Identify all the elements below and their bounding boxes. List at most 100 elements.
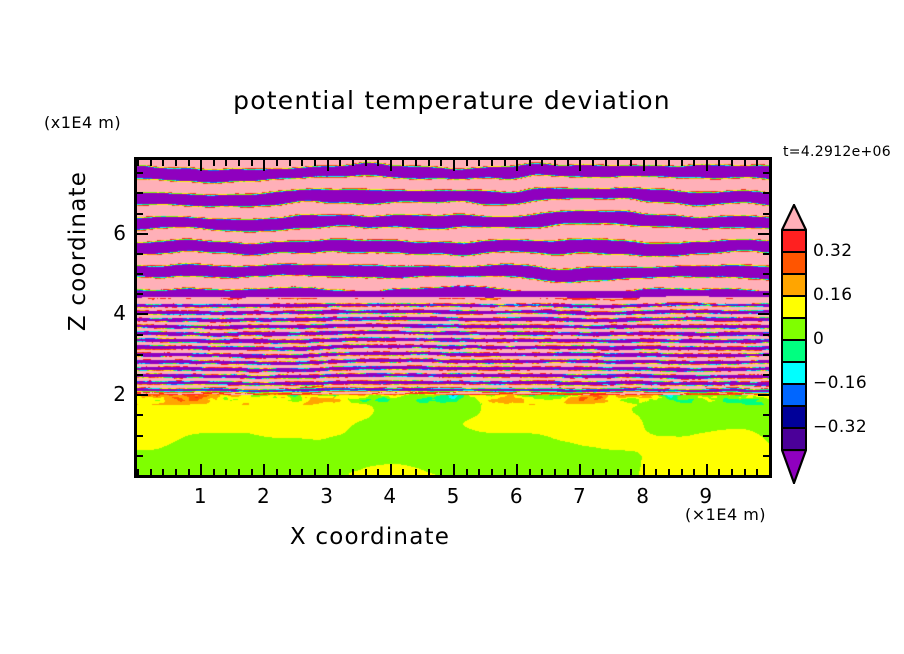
tick-mark	[541, 160, 544, 166]
tick-mark	[731, 469, 734, 475]
tick-mark	[276, 469, 279, 475]
tick-mark	[212, 160, 215, 166]
tick-mark	[225, 160, 228, 166]
x-tick-label: 7	[573, 484, 586, 508]
tick-mark	[528, 160, 531, 166]
colorbar: 0.32 0.16 0 −0.16 −0.32	[780, 202, 867, 504]
tick-mark	[655, 469, 658, 475]
tick-mark	[769, 160, 771, 166]
tick-mark	[326, 160, 329, 171]
tick-mark	[339, 160, 342, 166]
tick-mark	[263, 160, 266, 171]
tick-mark	[187, 160, 190, 166]
colorbar-tick-label: −0.16	[813, 373, 868, 393]
tick-mark	[629, 469, 632, 475]
tick-mark	[225, 469, 228, 475]
tick-mark	[743, 160, 746, 166]
tick-mark	[137, 475, 143, 477]
y-tick-label: 2	[113, 382, 126, 407]
tick-mark	[301, 469, 304, 475]
tick-mark	[667, 469, 670, 475]
tick-mark	[617, 160, 620, 166]
tick-mark	[604, 469, 607, 475]
tick-mark	[554, 469, 557, 475]
tick-mark	[554, 160, 557, 166]
tick-mark	[440, 469, 443, 475]
tick-mark	[263, 464, 266, 475]
tick-mark	[763, 414, 769, 417]
x-axis-unit-label: (×1E4 m)	[685, 505, 767, 524]
time-annotation: t=4.2912e+06	[783, 144, 891, 160]
tick-mark	[705, 160, 708, 171]
tick-mark	[137, 414, 143, 417]
tick-mark	[763, 273, 769, 276]
tick-mark	[276, 160, 279, 166]
tick-mark	[642, 160, 645, 171]
tick-mark	[212, 469, 215, 475]
tick-mark	[453, 464, 455, 475]
tick-mark	[541, 469, 544, 475]
colorbar-band	[781, 230, 807, 252]
tick-mark	[465, 160, 468, 166]
tick-mark	[579, 464, 582, 475]
tick-mark	[718, 469, 721, 475]
tick-mark	[566, 469, 569, 475]
tick-mark	[137, 434, 143, 437]
tick-mark	[579, 160, 582, 171]
tick-mark	[137, 273, 143, 276]
tick-mark	[351, 469, 354, 475]
tick-mark	[763, 374, 769, 377]
tick-mark	[680, 469, 683, 475]
tick-mark	[238, 160, 241, 166]
tick-mark	[250, 469, 253, 475]
tick-mark	[718, 160, 721, 166]
tick-mark	[377, 469, 380, 475]
x-tick-label: 3	[320, 484, 333, 508]
tick-mark	[604, 160, 607, 166]
tick-mark	[137, 192, 143, 195]
tick-mark	[763, 434, 769, 437]
x-tick-label: 4	[383, 484, 397, 508]
tick-mark	[250, 160, 253, 166]
tick-mark	[763, 454, 769, 457]
tick-mark	[288, 469, 291, 475]
colorbar-band	[781, 274, 807, 296]
tick-mark	[617, 469, 620, 475]
tick-mark	[326, 464, 329, 475]
tick-mark	[528, 469, 531, 475]
tick-mark	[137, 172, 143, 175]
contour-plot-area	[134, 157, 772, 478]
x-tick-label: 6	[509, 484, 523, 508]
colorbar-band	[781, 340, 807, 362]
tick-mark	[187, 469, 190, 475]
tick-mark	[516, 464, 519, 475]
tick-mark	[402, 160, 405, 166]
tick-mark	[149, 469, 152, 475]
tick-mark	[137, 394, 148, 397]
tick-mark	[364, 469, 367, 475]
tick-mark	[769, 469, 771, 475]
colorbar-band	[781, 252, 807, 274]
x-tick-label: 9	[699, 484, 713, 508]
tick-mark	[402, 469, 405, 475]
tick-mark	[629, 160, 632, 166]
tick-mark	[693, 469, 696, 475]
x-tick-label: 5	[446, 484, 460, 508]
colorbar-band	[781, 428, 807, 450]
tick-mark	[389, 464, 392, 475]
tick-mark	[427, 160, 430, 166]
colorbar-tick-label: 0.32	[813, 241, 853, 261]
tick-mark	[758, 232, 769, 235]
tick-mark	[763, 475, 769, 477]
tick-mark	[339, 469, 342, 475]
tick-mark	[705, 464, 708, 475]
tick-mark	[377, 160, 380, 166]
tick-mark	[763, 212, 769, 215]
chart-title: potential temperature deviation	[233, 86, 671, 115]
tick-mark	[453, 160, 455, 171]
tick-mark	[137, 353, 143, 356]
tick-mark	[174, 160, 177, 166]
tick-mark	[758, 394, 769, 397]
tick-mark	[313, 160, 316, 166]
x-tick-label: 1	[193, 484, 207, 508]
